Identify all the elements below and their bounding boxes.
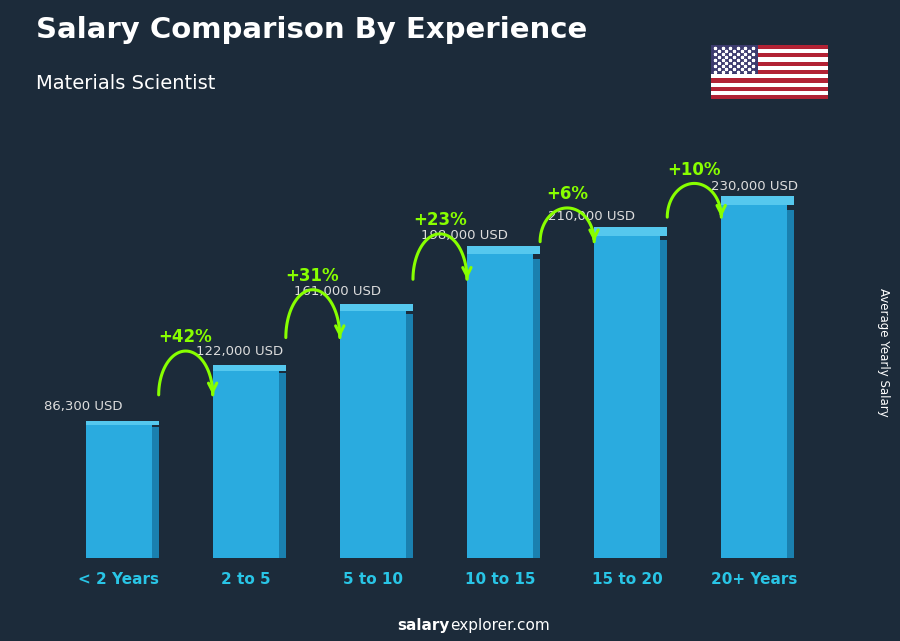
Bar: [86, 420, 158, 425]
Text: +42%: +42%: [158, 328, 212, 346]
Bar: [594, 235, 661, 558]
Text: +6%: +6%: [545, 185, 588, 203]
Text: 161,000 USD: 161,000 USD: [293, 285, 381, 299]
Text: Salary Comparison By Experience: Salary Comparison By Experience: [36, 16, 587, 44]
Bar: [467, 254, 533, 558]
Bar: [467, 246, 540, 254]
Bar: [533, 258, 540, 558]
Bar: [152, 428, 158, 558]
Text: 122,000 USD: 122,000 USD: [196, 345, 283, 358]
Bar: [711, 58, 828, 62]
Text: 230,000 USD: 230,000 USD: [711, 179, 798, 192]
Bar: [86, 425, 152, 558]
Bar: [711, 70, 828, 74]
Text: explorer.com: explorer.com: [450, 619, 550, 633]
Bar: [406, 315, 413, 558]
Bar: [340, 304, 413, 311]
Bar: [711, 66, 828, 70]
Bar: [711, 45, 758, 74]
Bar: [711, 62, 828, 66]
Text: 198,000 USD: 198,000 USD: [421, 229, 508, 242]
Text: 86,300 USD: 86,300 USD: [44, 400, 122, 413]
Bar: [212, 370, 279, 558]
Bar: [711, 53, 828, 58]
Text: salary: salary: [398, 619, 450, 633]
Bar: [711, 83, 828, 87]
Bar: [661, 240, 667, 558]
Bar: [711, 45, 828, 49]
Text: +23%: +23%: [413, 212, 466, 229]
Text: 210,000 USD: 210,000 USD: [548, 210, 635, 223]
Bar: [788, 210, 795, 558]
Text: +10%: +10%: [667, 161, 721, 179]
Bar: [721, 205, 788, 558]
Bar: [711, 74, 828, 78]
Bar: [711, 87, 828, 91]
Bar: [711, 78, 828, 83]
Bar: [711, 91, 828, 95]
Text: Average Yearly Salary: Average Yearly Salary: [878, 288, 890, 417]
Text: Materials Scientist: Materials Scientist: [36, 74, 215, 93]
Bar: [279, 373, 286, 558]
Bar: [594, 228, 667, 235]
Bar: [212, 365, 286, 370]
Bar: [721, 196, 795, 205]
Text: +31%: +31%: [285, 267, 339, 285]
Bar: [711, 95, 828, 99]
Bar: [340, 311, 406, 558]
Bar: [711, 49, 828, 53]
